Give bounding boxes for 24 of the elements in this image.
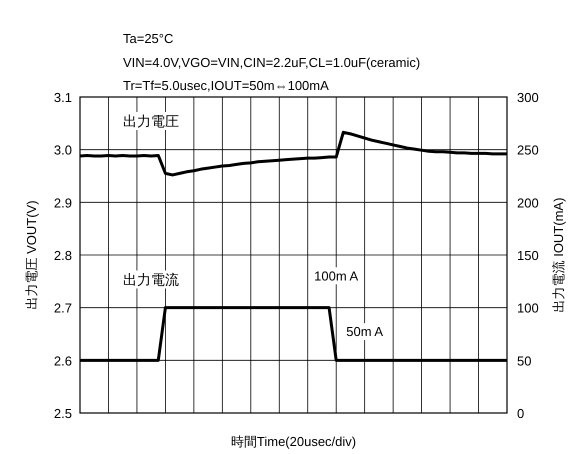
y-tick-label: 2.9 (54, 195, 72, 210)
y2-tick-label: 200 (517, 195, 539, 210)
annotation: 50m A (346, 324, 384, 340)
y2-axis-title: 出力電流 IOUT(mA) (551, 198, 566, 312)
y2-tick-label: 150 (517, 248, 539, 263)
x-axis-title: 時間Time(20usec/div) (230, 434, 356, 449)
y2-tick-label: 250 (517, 142, 539, 158)
text: Tr=Tf=5.0usec,IOUT=50m⇔100mA (123, 78, 330, 93)
y-tick-label: 2.5 (54, 406, 72, 421)
y2-tick-label: 50 (517, 353, 532, 368)
annotation: 100m A (314, 268, 359, 284)
series-label: 出力電流 (123, 271, 180, 288)
y-tick-label: 2.6 (54, 353, 72, 368)
y-axis-title: 出力電圧 VOUT(V) (24, 200, 39, 310)
y-tick-label: 2.7 (54, 300, 72, 316)
text: VIN=4.0V,VGO=VIN,CIN=2.2uF,CL=1.0uF(ceramic) (123, 55, 420, 70)
chart-subtitle: Ta=25°C (123, 31, 174, 46)
y2-tick-label: 0 (517, 406, 524, 421)
y2-tick-label: 300 (517, 90, 539, 105)
y2-tick-label: 100 (517, 300, 539, 316)
y-tick-label: 3.0 (54, 142, 72, 158)
y-tick-label: 2.8 (54, 248, 72, 263)
y-tick-label: 3.1 (54, 90, 72, 105)
series-label: 出力電圧 (123, 112, 180, 129)
